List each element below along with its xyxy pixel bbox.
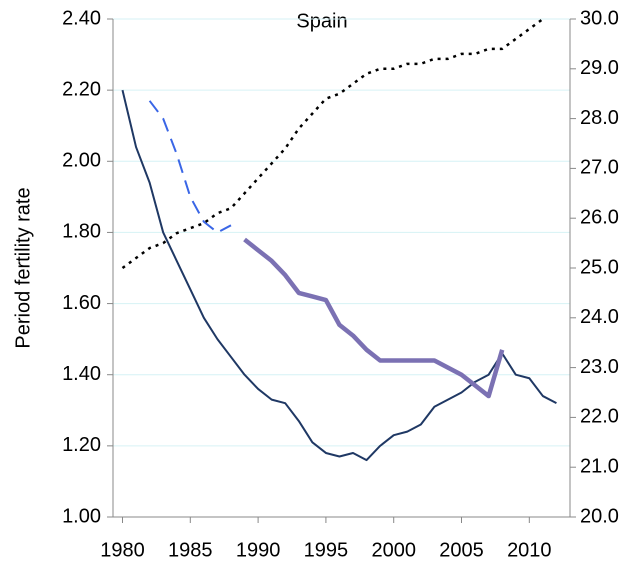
x-tick-label: 2000 xyxy=(371,539,416,561)
y-tick-label: 2.00 xyxy=(62,150,101,172)
y2-tick-label: 26.0 xyxy=(580,206,619,228)
x-tick-label: 2005 xyxy=(439,539,484,561)
line-series xyxy=(148,100,232,234)
y2-tick-label: 25.0 xyxy=(580,256,619,278)
y-tick-label: 1.60 xyxy=(62,292,101,314)
y-axis-label: Period fertility rate xyxy=(12,187,34,348)
y2-tick-label: 22.0 xyxy=(580,406,619,428)
y2-tick-label: 20.0 xyxy=(580,505,619,527)
y2-tick-label: 28.0 xyxy=(580,107,619,129)
y-tick-label: 1.40 xyxy=(62,363,101,385)
y-tick-label: 1.20 xyxy=(62,434,101,456)
chart-title: Spain xyxy=(296,10,347,32)
y-tick-label: 2.20 xyxy=(62,78,101,100)
x-tick-label: 1995 xyxy=(304,539,349,561)
y2-tick-label: 30.0 xyxy=(580,7,619,29)
y-tick-label: 1.80 xyxy=(62,221,101,243)
y2-tick-label: 21.0 xyxy=(580,455,619,477)
y2-tick-label: 29.0 xyxy=(580,57,619,79)
line-series xyxy=(121,17,544,270)
x-tick-label: 2010 xyxy=(507,539,552,561)
x-tick-label: 1980 xyxy=(100,539,145,561)
line-series xyxy=(121,89,557,462)
y2-tick-label: 27.0 xyxy=(580,157,619,179)
x-tick-label: 1985 xyxy=(168,539,213,561)
line-series xyxy=(243,237,505,399)
y2-tick-label: 23.0 xyxy=(580,356,619,378)
y-tick-label: 2.40 xyxy=(62,7,101,29)
y-tick-label: 1.00 xyxy=(62,505,101,527)
y2-tick-label: 24.0 xyxy=(580,306,619,328)
x-tick-label: 1990 xyxy=(236,539,281,561)
